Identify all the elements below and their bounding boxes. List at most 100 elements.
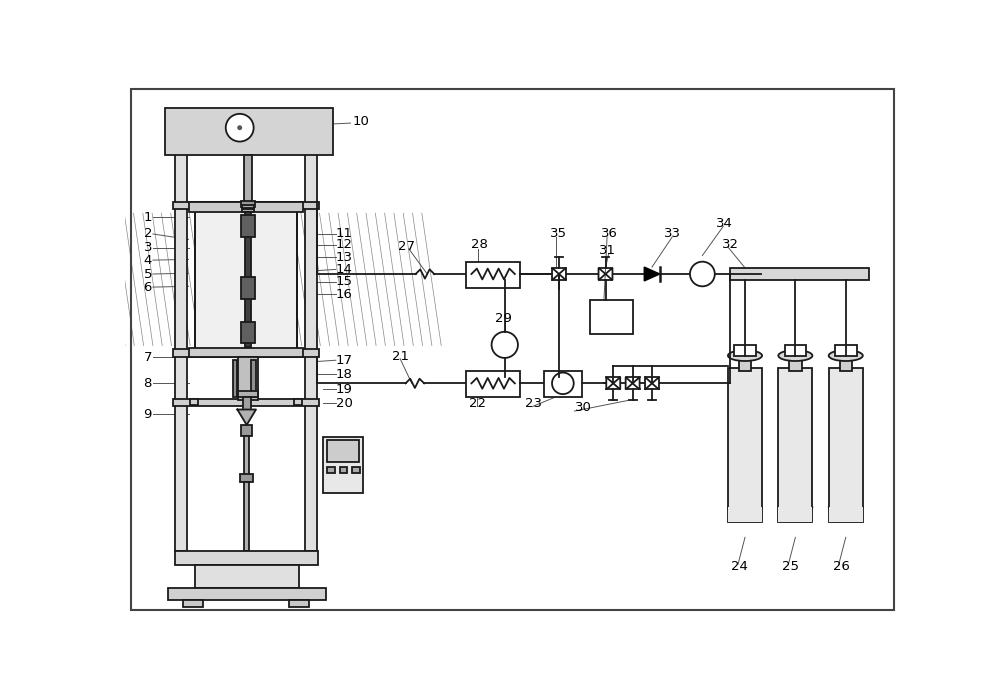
Bar (199, 213, 293, 345)
Text: 18: 18 (336, 367, 353, 381)
Bar (199, 213, 293, 345)
Bar (778, 507, 812, 522)
Polygon shape (237, 410, 256, 425)
Bar (199, 213, 293, 345)
Bar (251, 361, 256, 397)
Bar (199, 213, 293, 345)
Bar (195, 565, 299, 588)
Bar (327, 466, 335, 473)
Bar (305, 151, 317, 552)
Bar (199, 213, 293, 345)
Bar (199, 213, 293, 345)
Text: 21: 21 (392, 350, 409, 363)
Bar (173, 399, 319, 406)
Circle shape (690, 262, 715, 286)
Bar (189, 202, 303, 212)
Bar (199, 213, 293, 345)
Polygon shape (599, 268, 606, 280)
Bar (466, 371, 520, 397)
Bar (739, 356, 751, 371)
Bar (173, 349, 319, 357)
Text: 17: 17 (336, 354, 353, 367)
Text: 28: 28 (471, 238, 488, 251)
Bar (199, 213, 293, 345)
Text: 24: 24 (731, 560, 748, 573)
Polygon shape (644, 267, 660, 281)
Text: 15: 15 (336, 275, 353, 288)
Text: 27: 27 (398, 240, 415, 253)
Bar (195, 209, 297, 349)
Text: 35: 35 (550, 228, 567, 240)
Bar (244, 156, 252, 205)
Bar (233, 361, 237, 397)
Bar (199, 213, 293, 345)
Bar (175, 552, 318, 565)
Text: 7: 7 (144, 351, 152, 364)
Bar (241, 277, 255, 299)
Bar (199, 213, 293, 345)
Text: 29: 29 (495, 312, 512, 325)
Circle shape (226, 114, 254, 142)
Bar (241, 201, 255, 207)
Bar (241, 322, 255, 343)
Text: 34: 34 (716, 217, 732, 230)
Text: 13: 13 (336, 251, 353, 264)
Bar (340, 466, 347, 473)
Bar (190, 399, 198, 405)
Bar (199, 213, 293, 345)
Bar (199, 213, 293, 345)
Bar (199, 213, 293, 345)
Text: 3: 3 (144, 242, 152, 255)
Text: 14: 14 (336, 263, 353, 276)
Bar (199, 213, 293, 345)
Bar (199, 213, 293, 345)
Polygon shape (606, 377, 613, 390)
Text: 11: 11 (336, 228, 353, 240)
Bar (835, 345, 857, 356)
Polygon shape (606, 268, 612, 280)
Text: 31: 31 (599, 244, 616, 257)
Circle shape (492, 331, 518, 358)
Bar (199, 213, 293, 345)
Bar (323, 437, 363, 493)
Bar (199, 213, 293, 345)
Bar (199, 213, 293, 345)
Bar (199, 213, 293, 345)
Text: 5: 5 (144, 268, 152, 280)
Bar (199, 213, 293, 345)
Text: 22: 22 (469, 397, 486, 410)
Bar (238, 391, 258, 397)
Bar (165, 108, 333, 156)
Polygon shape (633, 377, 640, 390)
Bar (199, 213, 293, 345)
Text: 10: 10 (352, 115, 369, 128)
Bar (294, 399, 302, 405)
Ellipse shape (728, 350, 762, 361)
Bar (590, 300, 633, 334)
Bar (199, 213, 293, 345)
Bar (199, 213, 293, 345)
Bar (789, 356, 802, 371)
Text: 26: 26 (833, 560, 849, 573)
Bar (199, 213, 293, 345)
Text: 12: 12 (336, 238, 353, 251)
Ellipse shape (829, 350, 863, 361)
Bar (175, 151, 187, 552)
Bar (326, 440, 359, 462)
Bar (242, 208, 254, 212)
Polygon shape (552, 268, 559, 280)
Ellipse shape (778, 350, 812, 361)
Bar (195, 209, 297, 349)
Polygon shape (645, 377, 652, 390)
Bar (199, 213, 293, 345)
Text: 16: 16 (336, 287, 353, 300)
Bar (289, 601, 309, 607)
Text: 36: 36 (601, 228, 618, 240)
Bar (734, 345, 756, 356)
Bar (352, 466, 360, 473)
Text: 20: 20 (336, 397, 353, 410)
Circle shape (552, 372, 574, 394)
Polygon shape (559, 268, 566, 280)
Bar (241, 425, 252, 436)
Bar (199, 213, 293, 345)
